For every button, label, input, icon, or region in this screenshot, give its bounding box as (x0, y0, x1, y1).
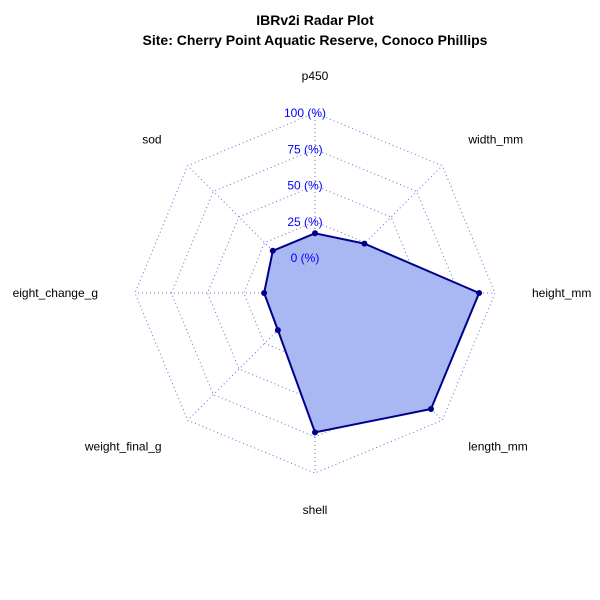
data-point-length-mm (428, 406, 434, 412)
grid-ring-2 (206, 184, 424, 402)
tick-label-100: 100 (%) (284, 106, 326, 120)
axis-label-length-mm: length_mm (468, 439, 527, 453)
data-point-sod (269, 247, 276, 254)
axis-label-height-mm: height_mm (532, 286, 591, 300)
axis-label-shell: shell (303, 503, 328, 517)
data-point-shell (312, 429, 318, 436)
axis-label-sod: sod (142, 133, 161, 147)
radar-series (261, 230, 483, 436)
tick-label-0: 0 (%) (291, 251, 320, 265)
axis-label-width-mm: width_mm (467, 133, 523, 147)
grid-ring-3 (170, 148, 460, 438)
data-point-height-mm (476, 290, 483, 296)
tick-label-25: 25 (%) (287, 215, 322, 229)
tick-labels: 0 (%) 25 (%) 50 (%) 75 (%) 100 (%) (284, 106, 326, 265)
data-point-p450 (312, 230, 318, 237)
data-point-eight-change-g (261, 290, 268, 296)
chart-title: IBRv2i Radar Plot (256, 12, 374, 28)
tick-label-75: 75 (%) (287, 142, 322, 156)
axis-label-p450: p450 (302, 69, 329, 83)
data-point-width-mm (361, 240, 368, 247)
axis-label-weight-final-g: weight_final_g (84, 439, 162, 453)
axis-label-eight-change-g: eight_change_g (13, 286, 98, 300)
data-point-weight-final-g (274, 327, 281, 334)
chart-subtitle: Site: Cherry Point Aquatic Reserve, Cono… (143, 32, 488, 48)
tick-label-50: 50 (%) (287, 179, 322, 193)
